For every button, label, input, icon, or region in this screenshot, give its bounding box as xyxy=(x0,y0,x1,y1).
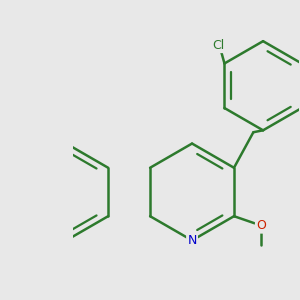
Text: N: N xyxy=(188,234,197,247)
Text: O: O xyxy=(256,219,266,232)
Text: Cl: Cl xyxy=(212,39,224,52)
